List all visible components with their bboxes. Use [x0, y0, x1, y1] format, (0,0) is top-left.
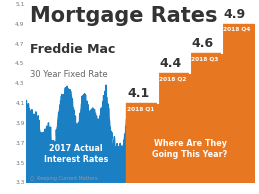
- Text: 2018 Q3: 2018 Q3: [191, 56, 219, 61]
- Text: ○  Keeping Current Matters: ○ Keeping Current Matters: [31, 176, 98, 181]
- Text: 2017 Actual: 2017 Actual: [49, 144, 103, 153]
- Text: 4.4: 4.4: [159, 57, 182, 70]
- Text: 2018 Q1: 2018 Q1: [127, 106, 155, 111]
- Text: Where Are They: Where Are They: [154, 139, 227, 148]
- Text: 4.6: 4.6: [191, 37, 213, 50]
- Text: Mortgage Rates: Mortgage Rates: [31, 6, 218, 26]
- Text: Going This Year?: Going This Year?: [152, 150, 228, 159]
- Text: 4.1: 4.1: [127, 87, 150, 100]
- Text: 30 Year Fixed Rate: 30 Year Fixed Rate: [31, 70, 108, 79]
- Text: 2018 Q2: 2018 Q2: [159, 76, 186, 81]
- Text: Interest Rates: Interest Rates: [44, 155, 108, 164]
- Text: 4.9: 4.9: [223, 8, 245, 21]
- Text: Freddie Mac: Freddie Mac: [31, 43, 116, 56]
- Text: 2018 Q4: 2018 Q4: [223, 27, 250, 32]
